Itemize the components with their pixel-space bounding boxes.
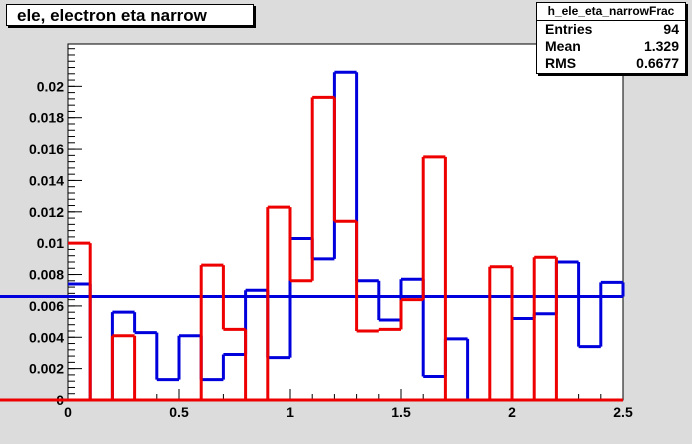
x-tick-label: 2.5 bbox=[613, 404, 633, 420]
stats-value: 94 bbox=[663, 21, 679, 37]
y-tick-label: 0.014 bbox=[29, 172, 64, 188]
chart-title: ele, electron eta narrow bbox=[6, 4, 254, 26]
stats-row-rms: RMS 0.6677 bbox=[537, 55, 685, 72]
series-2 bbox=[0, 95, 623, 402]
y-tick-label: 0.006 bbox=[29, 298, 64, 314]
stats-value: 1.329 bbox=[643, 38, 679, 54]
x-tick-label: 1 bbox=[286, 404, 294, 420]
stats-label: Mean bbox=[545, 38, 581, 54]
stats-box: h_ele_eta_narrowFrac Entries 94 Mean 1.3… bbox=[536, 2, 686, 74]
stats-value: 0.6677 bbox=[636, 55, 679, 71]
stats-label: Entries bbox=[545, 21, 593, 37]
x-tick-label: 0 bbox=[64, 404, 72, 420]
x-tick-label: 2 bbox=[508, 404, 516, 420]
stats-histogram-name: h_ele_eta_narrowFrac bbox=[537, 3, 685, 21]
stats-row-mean: Mean 1.329 bbox=[537, 38, 685, 55]
y-tick-label: 0.02 bbox=[37, 78, 64, 94]
stats-label: RMS bbox=[545, 55, 577, 71]
x-tick-label: 0.5 bbox=[169, 404, 189, 420]
y-tick-label: 0.008 bbox=[29, 267, 64, 283]
y-tick-label: 0.018 bbox=[29, 110, 64, 126]
stats-row-entries: Entries 94 bbox=[537, 21, 685, 38]
series-group bbox=[0, 70, 625, 402]
y-tick-label: 0.01 bbox=[37, 235, 64, 251]
y-tick-label: 0.012 bbox=[29, 204, 64, 220]
y-tick-label: 0.004 bbox=[29, 329, 64, 345]
y-tick-label: 0.016 bbox=[29, 141, 64, 157]
y-tick-label: 0.002 bbox=[29, 361, 64, 377]
x-tick-label: 1.5 bbox=[391, 404, 411, 420]
